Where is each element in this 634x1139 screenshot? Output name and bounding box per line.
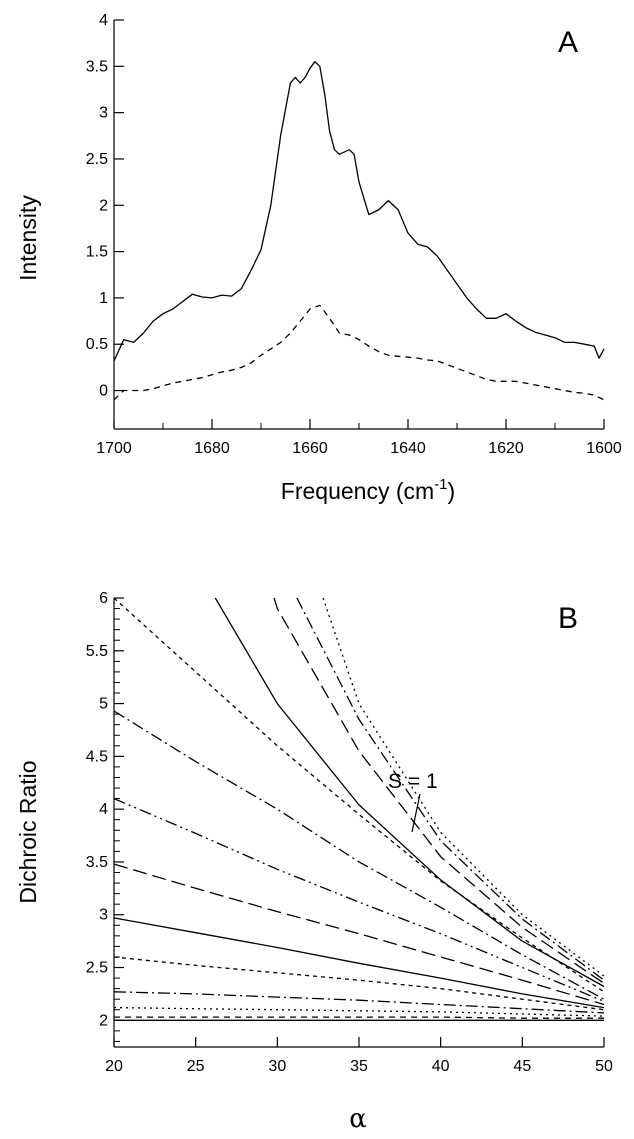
- panel-b-series: [113, 597, 605, 1021]
- panel-b-y-axis-label: Dichroic Ratio: [15, 760, 41, 903]
- series-line-7: [113, 863, 605, 1006]
- series-line-3: [113, 1006, 605, 1017]
- panel-a-series: [113, 61, 605, 401]
- x-tick-label: 1660: [292, 440, 328, 457]
- series-line-1: [113, 61, 605, 362]
- series-line-2: [114, 1016, 604, 1019]
- x-tick-label: 1600: [586, 440, 622, 457]
- y-tick-label: 4: [99, 801, 108, 818]
- series-line-10: [113, 597, 605, 993]
- y-tick-label: 2.5: [86, 960, 108, 977]
- x-tick-label: 50: [595, 1058, 613, 1075]
- y-tick-label: 4.5: [86, 748, 108, 765]
- panel-b-letter: B: [558, 602, 578, 635]
- series-line-5: [113, 956, 605, 1011]
- x-axis-label-end: ): [448, 478, 456, 504]
- series-line-14: [322, 597, 605, 977]
- y-tick-label: 5: [99, 696, 108, 713]
- x-tick-label: 45: [513, 1058, 531, 1075]
- series-line-8: [113, 798, 605, 1002]
- y-tick-label: 2.5: [86, 151, 108, 168]
- y-tick-label: 3.5: [86, 58, 108, 75]
- x-tick-label: 20: [105, 1058, 123, 1075]
- s-equals-1-annotation: S = 1: [388, 770, 438, 793]
- y-tick-label: 1.5: [86, 244, 108, 261]
- y-tick-label: 0: [99, 383, 108, 400]
- x-tick-label: 1640: [390, 440, 426, 457]
- series-line-2: [113, 304, 605, 401]
- series-line-13: [296, 597, 605, 981]
- x-tick-label: 25: [187, 1058, 205, 1075]
- y-tick-label: 5.5: [86, 643, 108, 660]
- y-tick-label: 3: [99, 105, 108, 122]
- x-axis-label-main: Frequency (cm: [281, 478, 434, 504]
- x-tick-label: 40: [432, 1058, 450, 1075]
- x-axis-label-superscript: -1: [434, 476, 447, 493]
- panel-a-y-axis-label: Intensity: [15, 195, 41, 281]
- panel-a: 0 0.5 1 1.5 2 2.5 3 3.5 4 1700 1680 1660 1640 1620 160…: [15, 12, 622, 504]
- series-line-9: [113, 710, 605, 1000]
- panel-a-letter: A: [558, 26, 578, 59]
- series-line-12: [273, 597, 605, 984]
- y-tick-label: 3.5: [86, 854, 108, 871]
- x-tick-label: 30: [268, 1058, 286, 1075]
- series-line-6: [113, 917, 605, 1009]
- series-line-11: [214, 597, 605, 988]
- panel-b-x-axis-label: α: [349, 1104, 367, 1134]
- y-tick-label: 6: [99, 590, 108, 607]
- x-tick-label: 1700: [96, 440, 132, 457]
- panel-b-axes: 2 2.5 3 3.5 4 4.5 5 5.5 6 20 25 30 35 40 45 50: [86, 590, 613, 1075]
- y-tick-label: 1: [99, 290, 108, 307]
- y-tick-label: 3: [99, 907, 108, 924]
- panel-a-axes: 0 0.5 1 1.5 2 2.5 3 3.5 4 1700 1680 1660 1640 1620 160…: [86, 12, 622, 457]
- x-tick-label: 1620: [488, 440, 524, 457]
- y-tick-label: 2: [99, 1012, 108, 1029]
- x-tick-label: 1680: [194, 440, 230, 457]
- y-tick-label: 2: [99, 197, 108, 214]
- series-line-4: [113, 991, 605, 1014]
- panel-a-x-axis-label: Frequency (cm-1): [281, 476, 455, 504]
- y-tick-label: 0.5: [86, 336, 108, 353]
- x-tick-label: 35: [350, 1058, 368, 1075]
- s-equals-1-pointer: [411, 793, 421, 833]
- y-tick-label: 4: [99, 12, 108, 29]
